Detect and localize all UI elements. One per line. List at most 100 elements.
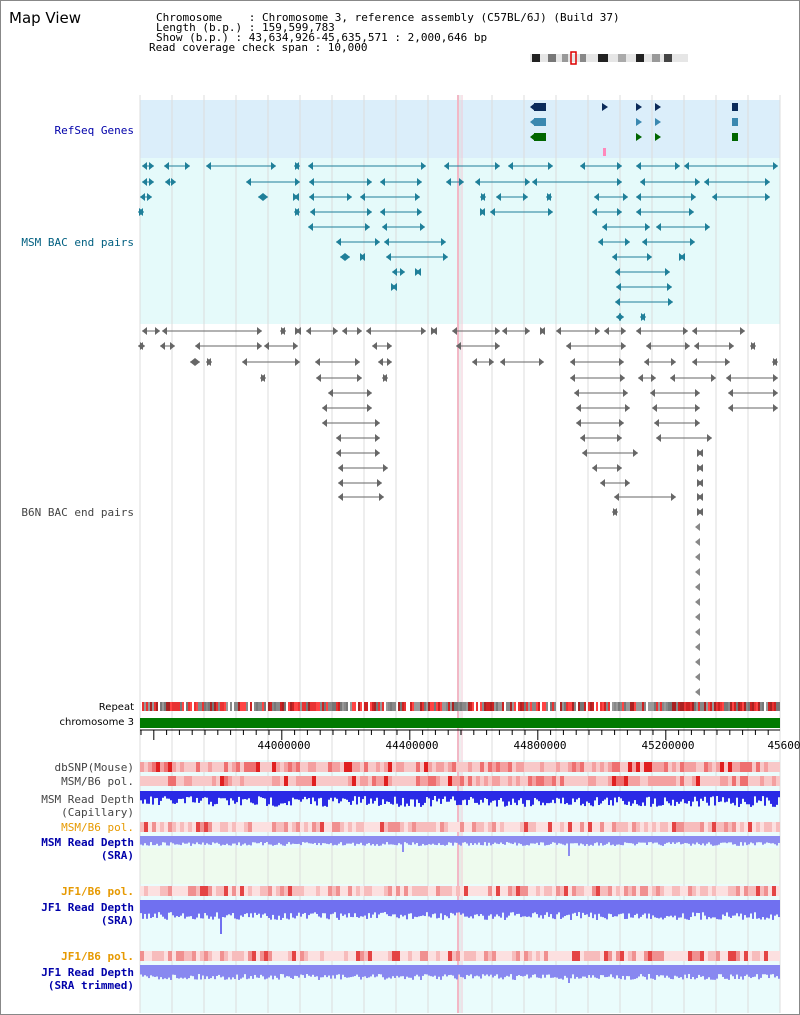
bac-end-left: [646, 342, 651, 350]
msm-capillary-depth-bar: [636, 791, 638, 805]
jf1-sra-depth-bar: [230, 900, 232, 916]
jf1-trim-depth-bar: [542, 965, 544, 975]
repeat-segment: [290, 702, 292, 711]
msm-read-depth-sra-sub[interactable]: (SRA): [100, 849, 134, 862]
msm-sra-depth-bar: [642, 836, 644, 843]
jf1-read-depth-trim-sub[interactable]: (SRA trimmed): [47, 979, 134, 992]
bac-end-left: [392, 268, 397, 276]
msm-sra-pol-heat-cell: [248, 822, 252, 832]
refseq-gene-glyphs[interactable]: [530, 103, 738, 156]
msm-bac-label[interactable]: MSM BAC end pairs: [21, 236, 134, 249]
msm-pol-heat-cell: [584, 776, 588, 786]
jf1-b6-pol-trim-label[interactable]: JF1/B6 pol.: [61, 950, 134, 963]
msm-bac-pairs[interactable]: [138, 162, 778, 321]
jf1-trim-depth-bar: [312, 965, 314, 975]
b6n-bac-pairs[interactable]: [138, 327, 778, 696]
jf1-trim-pol-heat-cell: [204, 951, 208, 961]
bac-end-right: [619, 358, 624, 366]
b6n-bac-label[interactable]: B6N BAC end pairs: [21, 506, 134, 519]
dbsnp-label[interactable]: dbSNP(Mouse): [54, 761, 134, 774]
bac-end-left: [638, 374, 643, 382]
msm-capillary-depth-bar: [578, 791, 580, 798]
jf1-b6-pol-label[interactable]: JF1/B6 pol.: [61, 885, 134, 898]
jf1-sra-depth-bar: [708, 900, 710, 918]
bac-end-left: [309, 178, 314, 186]
msm-b6-pol-label[interactable]: MSM/B6 pol.: [61, 775, 134, 788]
msm-sra-depth-bar: [466, 836, 468, 844]
bac-end-right: [773, 358, 778, 366]
jf1-trim-depth-bar: [656, 965, 658, 976]
msm-read-depth-capillary-label[interactable]: MSM Read Depth: [41, 793, 134, 806]
msm-capillary-depth-bar: [728, 791, 730, 799]
msm-capillary-depth-bar: [240, 791, 242, 806]
jf1-sra-depth-bar: [746, 900, 748, 918]
msm-capillary-depth-bar: [714, 791, 716, 806]
jf1-read-depth-sra-sub[interactable]: (SRA): [100, 914, 134, 927]
jf1-trim-depth-bar: [676, 965, 678, 977]
msm-capillary-depth-bar: [388, 791, 390, 802]
chromosome-label[interactable]: chromosome 3: [59, 717, 134, 728]
jf1-read-depth-trim-label[interactable]: JF1 Read Depth: [41, 966, 134, 979]
msm-capillary-depth-bar: [596, 791, 598, 798]
jf1-trim-pol-heat-cell: [268, 951, 272, 961]
msm-capillary-depth-bar: [254, 791, 256, 805]
jf1-read-depth-sra-label[interactable]: JF1 Read Depth: [41, 901, 134, 914]
msm-sra-pol-heat-cell: [416, 822, 420, 832]
msm-capillary-depth-bar: [594, 791, 596, 801]
jf1-sra-depth-bar: [582, 900, 584, 913]
msm-sra-pol-heat-cell: [148, 822, 152, 832]
msm-sra-depth-bar: [252, 836, 254, 843]
msm-capillary-depth-bar: [288, 791, 290, 802]
msm-sra-depth-bar: [582, 836, 584, 845]
msm-capillary-depth-bar: [328, 791, 330, 800]
msm-capillary-depth-bar: [568, 791, 570, 805]
jf1-sra-depth-bar: [544, 900, 546, 915]
dbsnp-heat-cell: [664, 762, 668, 772]
bac-end-right: [683, 327, 688, 335]
jf1-trim-depth-bar: [446, 965, 448, 977]
axis-tick-label: 44800000: [513, 739, 567, 752]
msm-read-depth-sra-label[interactable]: MSM Read Depth: [41, 836, 134, 849]
msm-sra-depth-bar: [534, 836, 536, 844]
bac-end-left: [472, 358, 477, 366]
jf1-trim-pol-heat-cell: [536, 951, 540, 961]
jf1-sra-depth-bar: [146, 900, 148, 919]
msm-capillary-depth-bar: [698, 791, 700, 807]
jf1-trim-depth-bar: [622, 965, 624, 976]
jf1-sra-depth-bar: [304, 900, 306, 913]
repeat-label[interactable]: Repeat: [98, 702, 134, 713]
msm-sra-pol-heat-cell: [524, 822, 528, 832]
jf1-trim-depth-bar: [486, 965, 488, 975]
repeat-segment: [636, 702, 638, 711]
dbsnp-heat-cell: [144, 762, 148, 772]
repeat-segment: [162, 702, 164, 711]
jf1-trim-depth-bar: [664, 965, 666, 978]
msm-read-depth-capillary-sub[interactable]: (Capillary): [61, 806, 134, 819]
jf1-trim-depth-bar: [706, 965, 708, 979]
jf1-sra-depth-bar: [346, 900, 348, 918]
jf1-trim-depth-bar: [366, 965, 368, 979]
jf1-trim-depth-bar: [270, 965, 272, 976]
msm-sra-depth-bar: [270, 836, 272, 845]
read-depth-tracks[interactable]: [140, 791, 780, 983]
dbsnp-heat-cell: [772, 762, 776, 772]
msm-b6-pol-sra-label[interactable]: MSM/B6 pol.: [61, 821, 134, 834]
jf1-sra-depth-bar: [666, 900, 668, 916]
ideogram[interactable]: [530, 51, 688, 65]
msm-capillary-depth-bar: [294, 791, 296, 800]
bac-end-right: [295, 208, 300, 216]
repeat-segment: [218, 702, 220, 711]
jf1-trim-pol-heat-cell: [588, 951, 592, 961]
repeat-track[interactable]: [142, 702, 780, 711]
jf1-trim-depth-bar: [398, 965, 400, 978]
refseq-genes-label[interactable]: RefSeq Genes: [54, 124, 134, 137]
jf1-trim-pol-heat-cell: [156, 951, 160, 961]
jf1-sra-depth-bar: [662, 900, 664, 920]
msm-sra-pol-heat-cell: [176, 822, 180, 832]
dbsnp-heat-cell: [472, 762, 476, 772]
jf1-trim-depth-bar: [742, 965, 744, 980]
repeat-segment: [616, 702, 618, 711]
repeat-segment: [612, 702, 614, 711]
heatmap-tracks[interactable]: [140, 762, 780, 961]
